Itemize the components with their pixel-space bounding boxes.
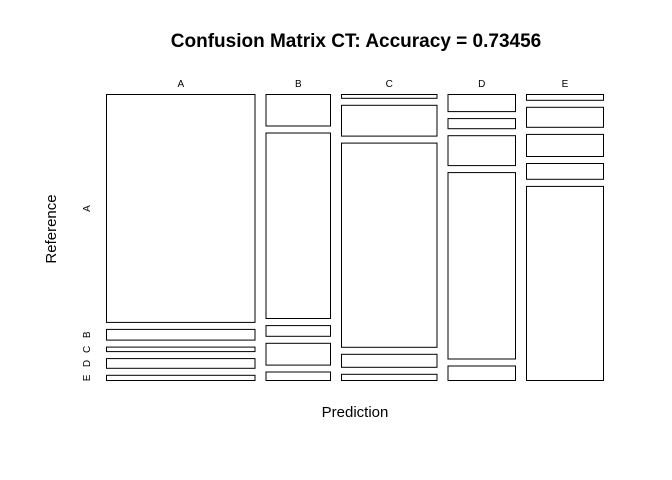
row-tick-c: C [82, 346, 93, 353]
y-axis-label: Reference [43, 194, 60, 263]
column-tick-a: A [177, 79, 184, 90]
column-tick-c: C [386, 79, 393, 90]
cell-ref-a-pred-c [341, 94, 438, 99]
cell-ref-d-pred-c [341, 353, 438, 368]
cell-ref-c-pred-e [526, 133, 604, 157]
cell-ref-c-pred-d [447, 135, 516, 167]
cell-ref-c-pred-b [265, 325, 331, 337]
chart-title: Confusion Matrix CT: Accuracy = 0.73456 [171, 31, 541, 52]
cell-ref-d-pred-a [106, 358, 256, 369]
cell-ref-e-pred-b [265, 371, 331, 381]
cell-ref-a-pred-b [265, 94, 331, 127]
cell-ref-b-pred-e [526, 106, 604, 128]
row-tick-e: E [82, 374, 93, 381]
cell-ref-e-pred-c [341, 373, 438, 381]
cell-ref-b-pred-a [106, 328, 256, 341]
column-tick-d: D [478, 79, 485, 90]
cell-ref-a-pred-a [106, 94, 256, 323]
mosaic-cells [106, 94, 604, 381]
cell-ref-c-pred-a [106, 346, 256, 353]
column-tick-e: E [562, 79, 569, 90]
cell-ref-b-pred-c [341, 104, 438, 137]
cell-ref-a-pred-e [526, 94, 604, 101]
cell-ref-e-pred-d [447, 365, 516, 381]
cell-ref-e-pred-a [106, 374, 256, 381]
column-tick-b: B [295, 79, 302, 90]
x-axis-label: Prediction [322, 404, 389, 421]
cell-ref-d-pred-d [447, 172, 516, 360]
row-tick-a: A [82, 205, 93, 212]
cell-ref-d-pred-e [526, 163, 604, 180]
cell-ref-b-pred-d [447, 118, 516, 130]
row-tick-d: D [82, 360, 93, 367]
cell-ref-d-pred-b [265, 342, 331, 366]
row-tick-labels: A B CDE [82, 205, 93, 381]
cell-ref-e-pred-e [526, 185, 604, 381]
cell-ref-b-pred-b [265, 132, 331, 319]
column-tick-labels: A B C D E [177, 79, 568, 90]
cell-ref-a-pred-d [447, 94, 516, 113]
cell-ref-c-pred-c [341, 142, 438, 348]
row-tick-b: B [82, 331, 93, 338]
